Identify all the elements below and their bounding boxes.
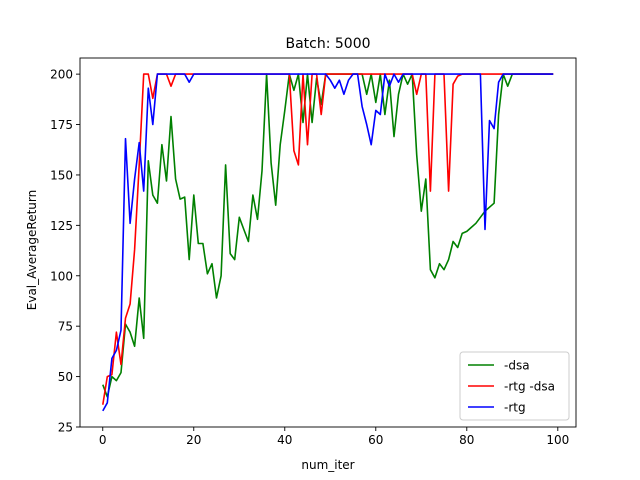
y-tick-label-0: 25 bbox=[58, 421, 73, 435]
legend-label-2: -rtg bbox=[504, 401, 526, 415]
legend: -dsa -rtg -dsa -rtg bbox=[459, 351, 570, 421]
x-tick-label-2: 40 bbox=[277, 433, 292, 447]
x-axis-label: num_iter bbox=[301, 458, 354, 472]
x-tick-label-0: 0 bbox=[99, 433, 107, 447]
legend-label-1: -rtg -dsa bbox=[504, 380, 555, 394]
y-axis-label: Eval_AverageReturn bbox=[25, 190, 39, 310]
legend-label-0: -dsa bbox=[504, 359, 530, 373]
y-tick-label-5: 150 bbox=[50, 168, 73, 182]
y-tick-label-6: 175 bbox=[50, 118, 73, 132]
y-axis-ticks: 25 50 75 100 125 150 175 200 bbox=[50, 68, 80, 435]
plot-area bbox=[79, 57, 577, 428]
y-tick-label-1: 50 bbox=[58, 370, 73, 384]
x-axis-ticks: 0 20 40 60 80 100 bbox=[99, 427, 569, 447]
chart-title: Batch: 5000 bbox=[285, 36, 370, 52]
x-tick-label-3: 60 bbox=[368, 433, 383, 447]
y-tick-label-4: 125 bbox=[50, 219, 73, 233]
x-tick-label-5: 100 bbox=[546, 433, 569, 447]
legend-box bbox=[459, 351, 570, 421]
x-tick-label-1: 20 bbox=[186, 433, 201, 447]
series-line-2 bbox=[102, 73, 554, 412]
x-tick-label-4: 80 bbox=[459, 433, 474, 447]
y-tick-label-3: 100 bbox=[50, 269, 73, 283]
y-tick-label-2: 75 bbox=[58, 320, 73, 334]
y-tick-label-7: 200 bbox=[50, 68, 73, 82]
axes-frame bbox=[79, 57, 577, 428]
